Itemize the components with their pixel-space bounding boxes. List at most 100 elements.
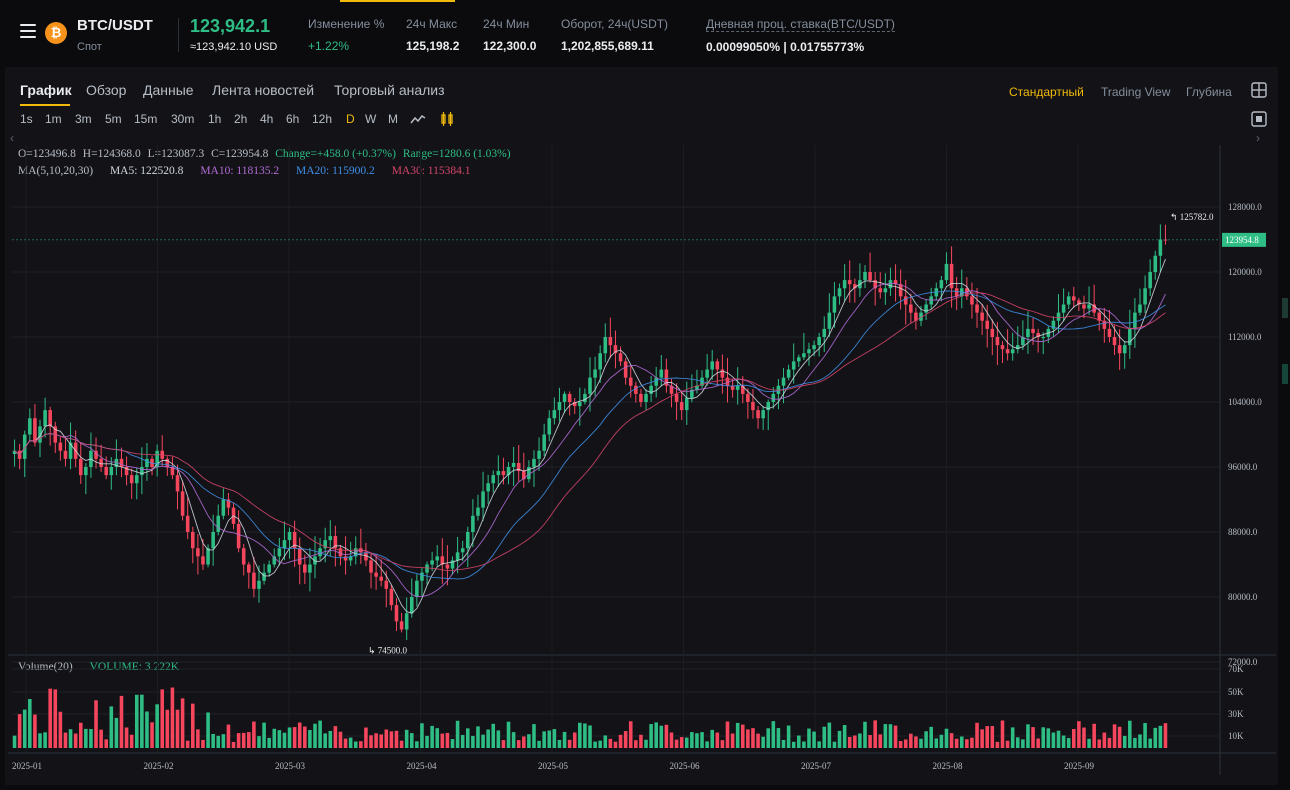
volume-bar [868,735,872,748]
candle-body [909,304,913,313]
volume-bar [863,721,867,748]
volume-bar [791,741,796,748]
interval-3m[interactable]: 3m [75,112,92,126]
volume-bar [567,739,572,748]
volume-bar [842,725,847,748]
volume-bar [562,731,567,748]
tab-overview[interactable]: Обзор [86,82,127,98]
stat-volume: Оборот, 24ч(USDT) 1,202,855,689.11 [561,17,668,53]
candle-body [878,288,883,293]
interval-1h[interactable]: 1h [208,112,222,126]
volume-bar [460,734,465,748]
ohlc-legend: O=123496.8 H=124368.0 L=123087.3 C=12395… [18,148,515,160]
chevron-left-icon[interactable]: ‹ [10,131,14,145]
ma-line [14,258,1166,614]
line-chart-icon[interactable] [410,113,426,125]
volume-bar [898,741,903,748]
candle-body [430,560,434,565]
view-depth[interactable]: Глубина [1186,85,1232,99]
candle-body [84,467,88,476]
candle-body [364,552,368,561]
interval-6h[interactable]: 6h [286,112,300,126]
interval-m[interactable]: M [388,112,398,126]
chevron-right-icon[interactable]: › [1256,131,1260,145]
tab-trading-analysis[interactable]: Торговый анализ [334,82,445,98]
interval-2h[interactable]: 2h [234,112,248,126]
candle-body [542,434,546,451]
stat-funding-value: 0.00099050% | 0.01755773% [706,40,865,54]
candle-body [124,467,129,476]
candle-body [68,442,73,459]
volume-bar [572,732,577,748]
volume-bar [343,738,348,748]
candle-body [28,418,32,435]
menu-icon[interactable] [20,24,36,38]
volume-tick-label: 70K [1228,664,1244,674]
legend-high: H=124368.0 [82,148,141,160]
view-tradingview[interactable]: Trading View [1101,85,1171,99]
fullscreen-icon[interactable] [1251,111,1267,127]
volume-bar [333,726,338,748]
interval-12h[interactable]: 12h [312,112,333,126]
view-standard[interactable]: Стандартный [1009,85,1084,99]
candle-body [588,377,592,394]
interval-5m[interactable]: 5m [105,112,122,126]
interval-1s[interactable]: 1s [20,112,33,126]
tab-chart[interactable]: График [20,82,72,98]
volume-bar [980,729,984,748]
candle-body [216,515,221,532]
volume-bar [1015,737,1020,748]
interval-d[interactable]: D [346,112,355,126]
stat-funding[interactable]: Дневная проц. ставка(BTC/USDT) 0.0009905… [706,17,895,54]
stat-high: 24ч Макс 125,198.2 [406,17,459,53]
candle-body [527,467,531,480]
candle-body [374,572,378,577]
candle-body [1138,304,1142,313]
max-price-label: ↰ 125782.0 [1170,212,1214,222]
ma-legend: MA(5,10,20,30) MA5: 122520.8 MA10: 11813… [18,165,475,177]
candle-body [471,515,475,532]
y-tick-label: 88000.0 [1228,527,1258,537]
volume-bar [303,726,307,748]
volume-bar [771,721,776,748]
volume-bar [241,732,246,748]
tab-data[interactable]: Данные [143,82,194,98]
stat-high-value: 125,198.2 [406,39,460,53]
candle-body [644,393,648,402]
candle-body [384,580,389,589]
y-tick-label: 80000.0 [1228,592,1258,602]
interval-4h[interactable]: 4h [260,112,274,126]
candle-body [348,556,353,561]
tab-news[interactable]: Лента новостей [212,82,315,98]
stat-change: Изменение % +1.22% [308,17,384,53]
candle-body [608,337,613,346]
price-chart[interactable]: 128000.0 120000.0 112000.0 104000.0 96000.0 8… [8,145,1278,775]
candle-body [522,471,526,480]
candle-body [669,385,674,394]
interval-15m[interactable]: 15m [134,112,158,126]
candle-body [313,556,317,565]
interval-1m[interactable]: 1m [45,112,62,126]
volume-bar [827,722,832,748]
candle-body [155,450,159,467]
volume-bar [119,695,124,748]
volume-bar [252,721,256,748]
candle-type-icon[interactable] [440,112,454,126]
volume-bar [644,739,648,748]
volume-bar [659,725,664,748]
volume-bar [481,734,485,748]
volume-bar [557,739,562,748]
pair-title[interactable]: BTC/USDT [77,17,153,34]
candle-body [455,552,460,561]
candle-body [547,418,552,435]
volume-bar [43,732,47,748]
volume-bar [323,733,327,748]
candle-body [598,353,602,370]
interval-30m[interactable]: 30m [171,112,195,126]
layout-grid-icon[interactable] [1251,82,1267,98]
candle-body [1051,320,1056,329]
interval-w[interactable]: W [365,112,377,126]
candle-body [287,532,292,541]
candle-body [832,296,837,313]
volume-bar [1153,727,1158,748]
